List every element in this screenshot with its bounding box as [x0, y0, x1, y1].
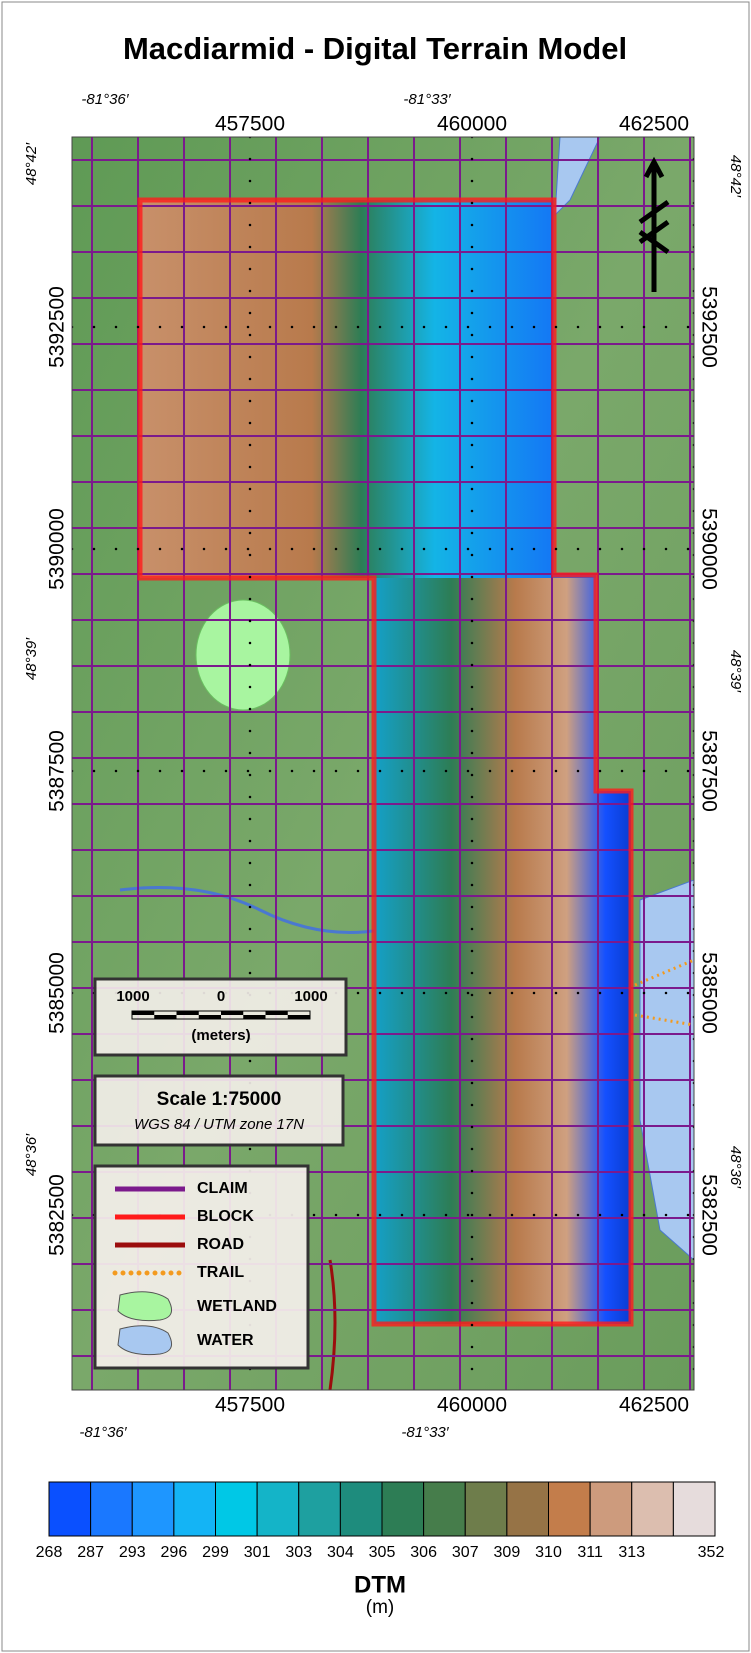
- northing-label: 5382500: [697, 1174, 720, 1256]
- colorbar-label: 299: [202, 1544, 229, 1561]
- colorbar-cell: [132, 1482, 174, 1536]
- colorbar-label: 352: [698, 1544, 725, 1561]
- latitude-label: 48°36′: [727, 1146, 744, 1189]
- colorbar-cell: [216, 1482, 258, 1536]
- colorbar-label: 313: [618, 1544, 645, 1561]
- northing-label: 5392500: [46, 286, 69, 368]
- scale-bar-segment: [177, 1011, 199, 1015]
- colorbar-cell: [673, 1482, 715, 1536]
- legend-label: CLAIM: [197, 1180, 248, 1197]
- easting-label: 460000: [437, 1394, 507, 1417]
- scale-bar-segment: [266, 1011, 288, 1015]
- colorbar-label: 268: [36, 1544, 63, 1561]
- scale-bar-segment: [243, 1015, 265, 1019]
- longitude-label: -81°36′: [81, 91, 129, 108]
- scale-text: Scale 1:75000: [157, 1089, 282, 1110]
- legend-label: WETLAND: [197, 1298, 277, 1315]
- colorbar-label: 307: [452, 1544, 479, 1561]
- legend-label: TRAIL: [197, 1264, 244, 1281]
- scale-box: [95, 1076, 343, 1145]
- colorbar-label: 309: [494, 1544, 521, 1561]
- colorbar-label: 293: [119, 1544, 146, 1561]
- projection-text: WGS 84 / UTM zone 17N: [134, 1116, 304, 1133]
- colorbar-cell: [174, 1482, 216, 1536]
- map-page: Macdiarmid - Digital Terrain Model 45750…: [0, 0, 751, 1653]
- northing-label: 5390000: [46, 508, 69, 590]
- colorbar-label: 311: [577, 1544, 603, 1561]
- easting-label: 457500: [215, 113, 285, 136]
- latitude-label: 48°39′: [23, 637, 40, 680]
- legend-label: BLOCK: [197, 1208, 254, 1225]
- colorbar-cell: [257, 1482, 299, 1536]
- colorbar-cell: [91, 1482, 133, 1536]
- scale-bar-segment: [132, 1011, 154, 1015]
- scale-bar-segment: [288, 1015, 310, 1019]
- colorbar-cell: [507, 1482, 549, 1536]
- longitude-label: -81°33′: [403, 91, 451, 108]
- colorbar-label: 303: [285, 1544, 312, 1561]
- northing-label: 5392500: [697, 286, 720, 368]
- colorbar-cell: [299, 1482, 341, 1536]
- colorbar-unit: (m): [366, 1597, 394, 1618]
- colorbar-cell: [465, 1482, 507, 1536]
- colorbar-title: DTM: [354, 1571, 406, 1598]
- northing-label: 5385000: [46, 952, 69, 1034]
- colorbar-label: 287: [77, 1544, 104, 1561]
- northing-label: 5385000: [697, 952, 720, 1034]
- colorbar-cell: [49, 1482, 91, 1536]
- legend-label: ROAD: [197, 1236, 244, 1253]
- latitude-label: 48°42′: [727, 155, 744, 198]
- colorbar-label: 301: [244, 1544, 271, 1561]
- northing-label: 5382500: [46, 1174, 69, 1256]
- legend-label: WATER: [197, 1332, 254, 1349]
- claim-area: [374, 578, 631, 1324]
- scale-bar-unit: (meters): [191, 1027, 250, 1044]
- colorbar-label: 296: [161, 1544, 188, 1561]
- legend-symbol: [118, 1292, 172, 1321]
- colorbar-cell: [590, 1482, 632, 1536]
- scale-bar-segment: [199, 1015, 221, 1019]
- colorbar-label: 310: [535, 1544, 562, 1561]
- latitude-label: 48°39′: [727, 650, 744, 693]
- colorbar-cell: [382, 1482, 424, 1536]
- colorbar-cell: [632, 1482, 674, 1536]
- scale-bar-segment: [154, 1015, 176, 1019]
- northing-label: 5387500: [697, 730, 720, 812]
- colorbar-label: 306: [410, 1544, 437, 1561]
- colorbar-label: 305: [369, 1544, 396, 1561]
- scale-bar-label: 1000: [294, 988, 327, 1005]
- scale-bar-segment: [221, 1011, 243, 1015]
- longitude-label: -81°36′: [79, 1424, 127, 1441]
- map-title: Macdiarmid - Digital Terrain Model: [123, 31, 627, 66]
- colorbar-label: 304: [327, 1544, 354, 1561]
- colorbar-cell: [340, 1482, 382, 1536]
- northing-label: 5390000: [697, 508, 720, 590]
- easting-label: 462500: [619, 113, 689, 136]
- legend-symbol: [118, 1326, 172, 1355]
- latitude-label: 48°36′: [23, 1133, 40, 1176]
- easting-label: 462500: [619, 1394, 689, 1417]
- scale-bar-label: 1000: [116, 988, 149, 1005]
- northing-label: 5387500: [46, 730, 69, 812]
- easting-label: 460000: [437, 113, 507, 136]
- colorbar-cell: [549, 1482, 591, 1536]
- longitude-label: -81°33′: [401, 1424, 449, 1441]
- latitude-label: 48°42′: [23, 142, 40, 185]
- colorbar-cell: [424, 1482, 466, 1536]
- easting-label: 457500: [215, 1394, 285, 1417]
- scale-bar-label: 0: [217, 988, 225, 1005]
